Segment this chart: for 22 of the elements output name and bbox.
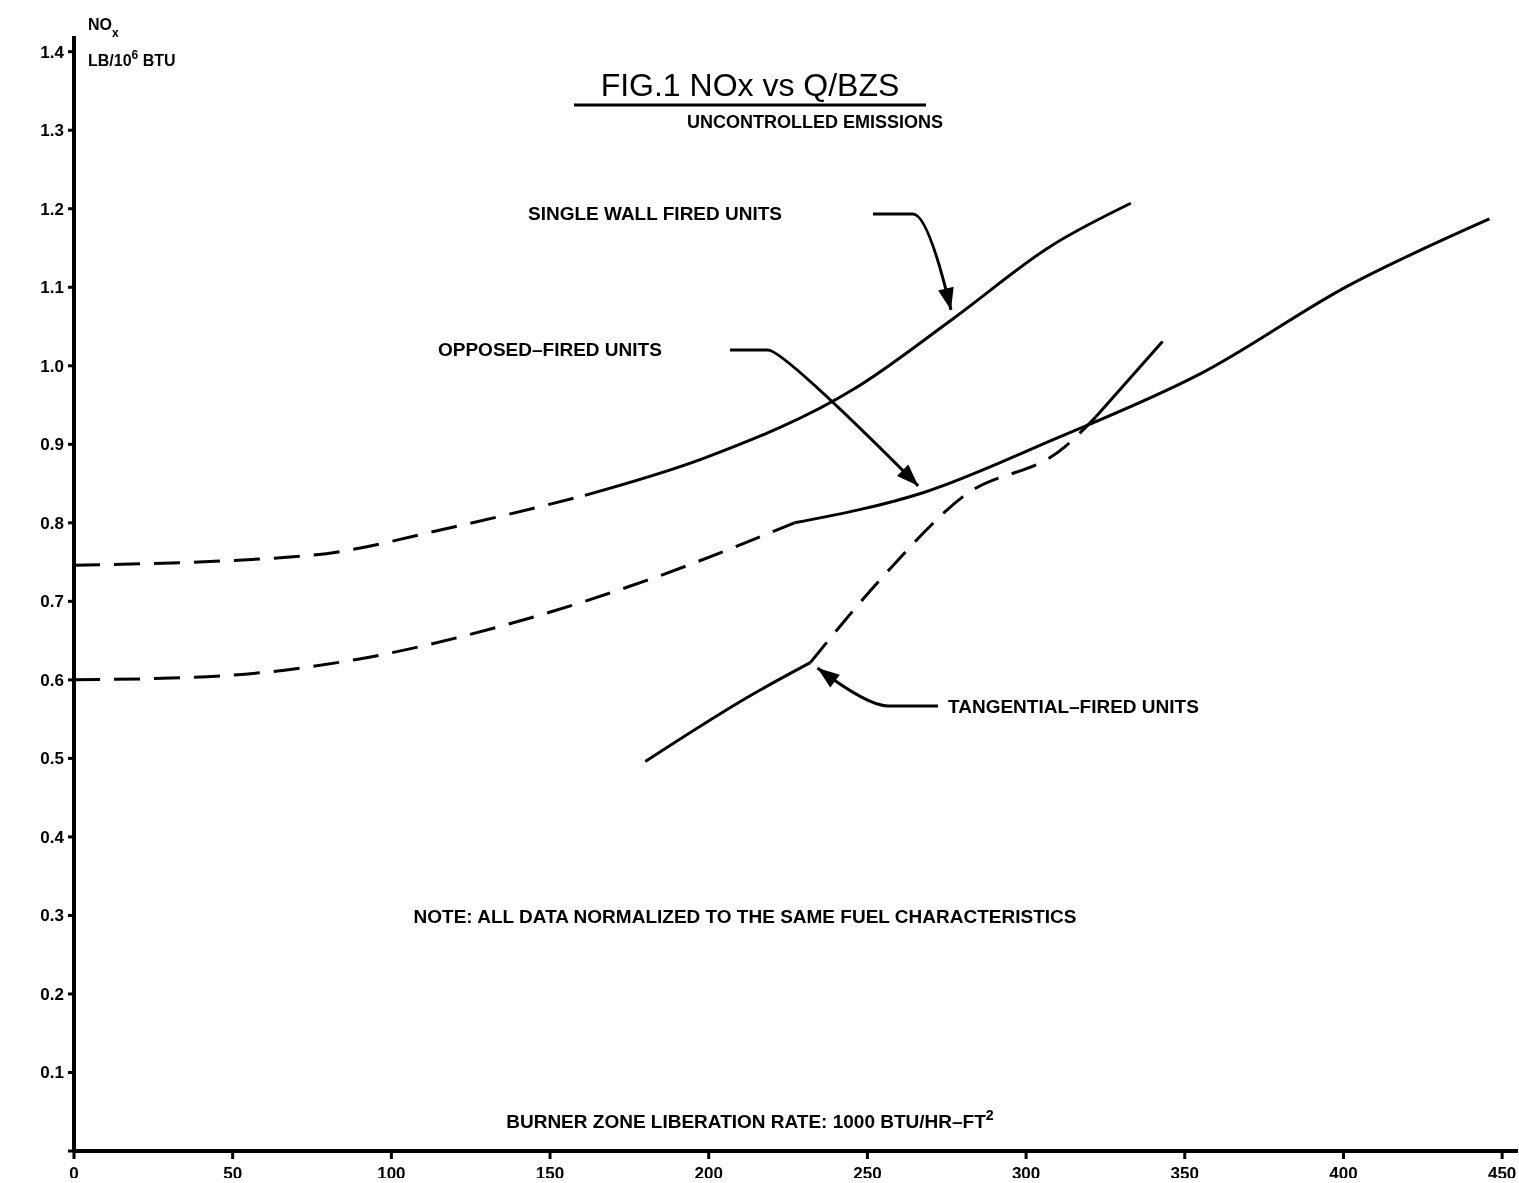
annotation: OPPOSED–FIRED UNITS [438,339,662,360]
y-tick-label: 0.9 [40,435,64,455]
annotation: TANGENTIAL–FIRED UNITS [948,696,1199,717]
y-tick-label: 0.6 [40,670,64,690]
annotation: NOTE: ALL DATA NORMALIZED TO THE SAME FUEL CHARACTERISTICS [413,906,1077,927]
y-tick-label: 0.5 [40,749,64,769]
text: UNCONTROLLED EMISSIONS [686,112,943,132]
y-tick-label: 0.4 [40,827,65,847]
y-axis-title: NO$_{x}$ LB/10$^{6}$ BTU [88,16,176,69]
annotation: SINGLE WALL FIRED UNITS [528,203,783,224]
y-tick-label: 1.4 [40,42,65,62]
text: FIG.1 NOx vs Q/BZS [600,67,900,103]
y-tick-label: 1.1 [40,278,64,298]
x-axis-title: BURNER ZONE LIBERATION RATE: 1000 BTU/HR–FT$^{2}$ [506,1107,994,1132]
y-tick-label: 0.3 [40,906,64,926]
y-tick-label: 1.0 [40,356,64,376]
y-tick-label: 1.3 [40,121,64,141]
y-tick-label: 0.2 [40,984,64,1004]
y-tick-label: 1.2 [40,199,64,219]
y-tick-label: 0.8 [40,513,64,533]
y-tick-label: 0.7 [40,592,64,612]
y-tick-label: 0.1 [40,1063,64,1083]
